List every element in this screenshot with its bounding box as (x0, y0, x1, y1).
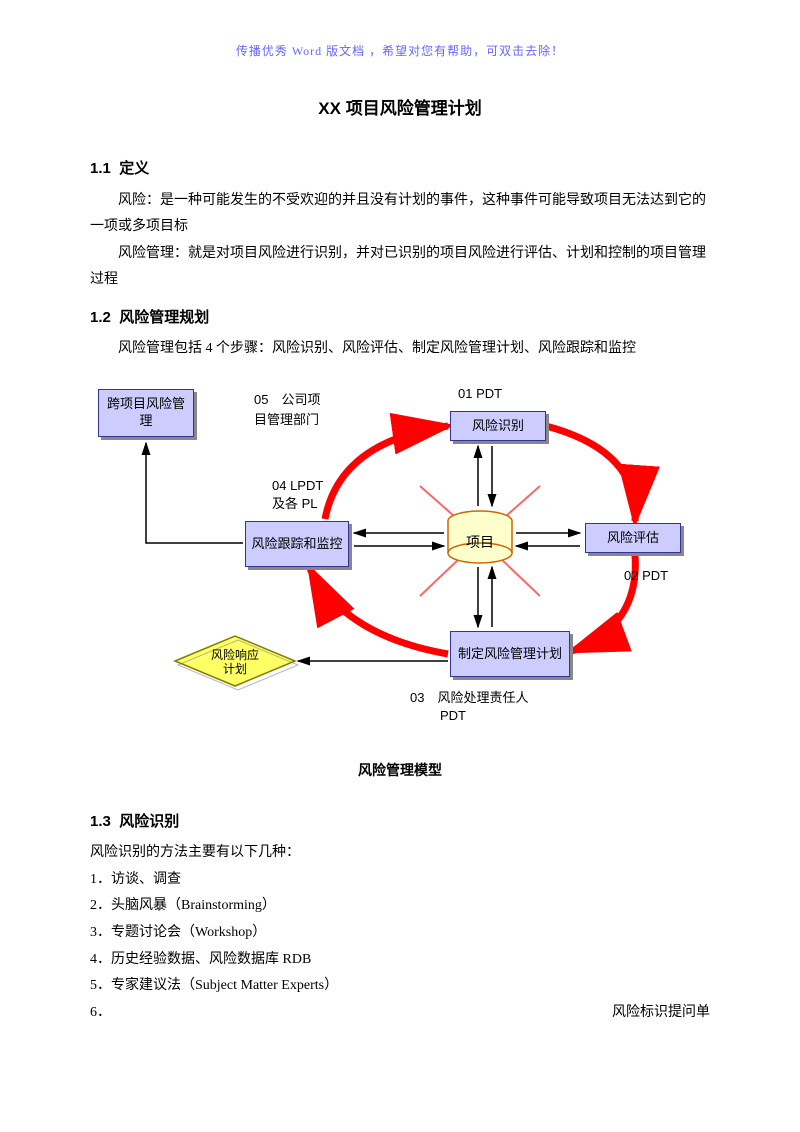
heading-num: 1.2 (90, 309, 111, 326)
node-identify: 风险识别 (450, 411, 546, 441)
label-03b: PDT (440, 707, 466, 725)
label-04b: 及各 PL (272, 495, 318, 513)
list-item: 3．专题讨论会（Workshop） (90, 920, 710, 947)
heading-num: 1.1 (90, 160, 111, 177)
node-track: 风险跟踪和监控 (245, 521, 349, 567)
s1-p2: 风险管理：就是对项目风险进行识别，并对已识别的项目风险进行评估、计划和控制的项目… (90, 241, 710, 294)
item6-num: 6． (90, 1005, 111, 1020)
heading-text: 定义 (119, 160, 149, 177)
label-05a: 05 公司项 (254, 391, 320, 409)
list-item: 5．专家建议法（Subject Matter Experts） (90, 973, 710, 1000)
label-04a: 04 LPDT (272, 477, 323, 495)
list-item: 2．头脑风暴（Brainstorming） (90, 893, 710, 920)
heading-text: 风险管理规划 (119, 309, 209, 326)
s2-p1: 风险管理包括 4 个步骤：风险识别、风险评估、制定风险管理计划、风险跟踪和监控 (90, 336, 710, 363)
label-01: 01 PDT (458, 385, 502, 403)
node-plan: 制定风险管理计划 (450, 631, 570, 677)
label-02: 02 PDT (624, 567, 668, 585)
heading-num: 1.3 (90, 813, 111, 830)
node-assess: 风险评估 (585, 523, 681, 553)
label-05b: 目管理部门 (254, 411, 319, 429)
list-item-6: 6． 风险标识提问单 (90, 1000, 710, 1027)
doc-title: XX 项目风险管理计划 (90, 93, 710, 125)
svg-text:计划: 计划 (223, 662, 247, 676)
s3-intro: 风险识别的方法主要有以下几种： (90, 840, 710, 867)
list-item: 1．访谈、调查 (90, 867, 710, 894)
risk-model-diagram: 项目 风险响应 计划 跨项目风险管理 风险识别 风险评估 制定风险管理计划 风险… (80, 371, 700, 751)
heading-text: 风险识别 (119, 813, 179, 830)
item6-right: 风险标识提问单 (612, 1000, 710, 1027)
diamond-risk-response: 风险响应 计划 (175, 636, 298, 690)
node-cross-project: 跨项目风险管理 (98, 389, 194, 437)
heading-1-3: 1.3 风险识别 (90, 808, 710, 837)
heading-1-1: 1.1 定义 (90, 155, 710, 184)
svg-text:风险响应: 风险响应 (211, 647, 259, 662)
heading-1-2: 1.2 风险管理规划 (90, 304, 710, 333)
top-banner: 传播优秀 Word 版文档 ，希望对您有帮助，可双击去除！ (90, 40, 710, 63)
center-cylinder: 项目 (448, 511, 512, 563)
label-03a: 03 风险处理责任人 (410, 689, 528, 707)
svg-text:项目: 项目 (466, 536, 494, 551)
s1-p1: 风险：是一种可能发生的不受欢迎的并且没有计划的事件，这种事件可能导致项目无法达到… (90, 188, 710, 241)
diagram-caption: 风险管理模型 (90, 759, 710, 786)
list-item: 4．历史经验数据、风险数据库 RDB (90, 947, 710, 974)
